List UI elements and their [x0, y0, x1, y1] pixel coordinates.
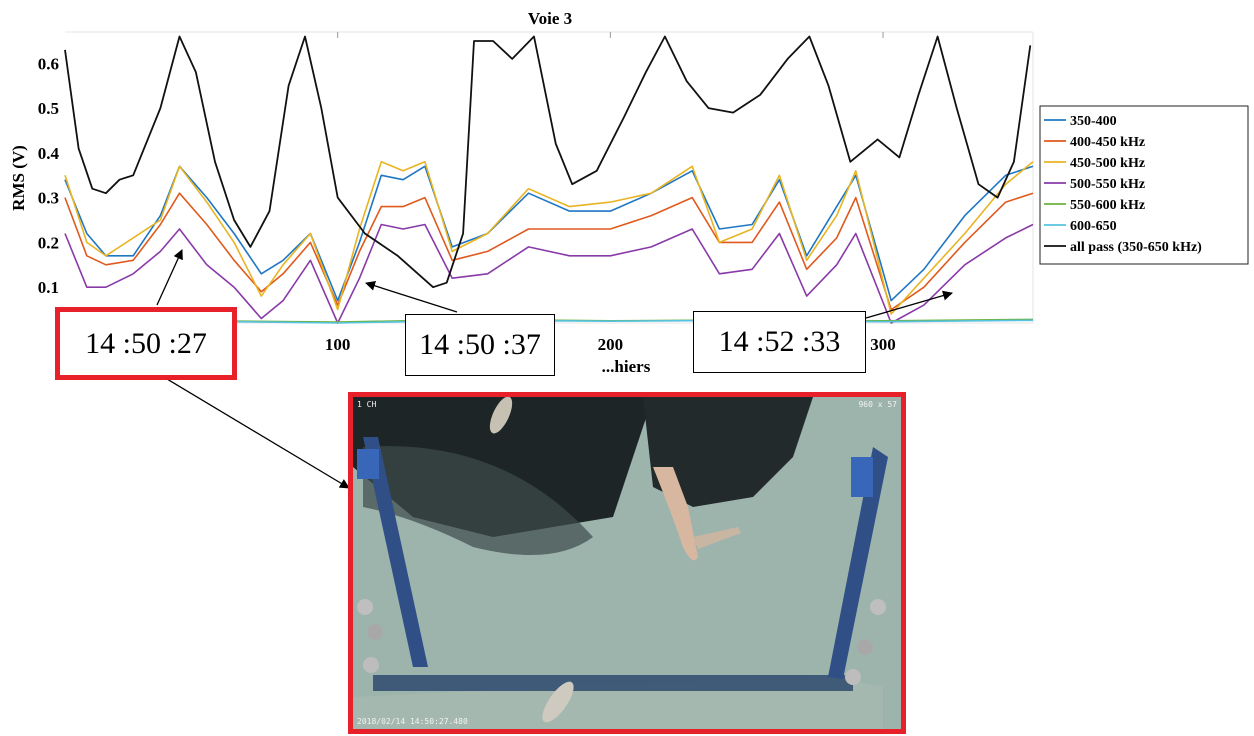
y-tick-label: 0.2 [38, 233, 59, 252]
legend-items: 350-400 400-450 kHz 450-500 kHz 500-550 kHz… [1044, 114, 1202, 255]
arrow-time-3 [865, 290, 953, 319]
legend-label-4: 550-600 kHz [1070, 198, 1145, 213]
video-frame: 1 CH 960 x 57 2018/02/14 14:50:27.480 [348, 392, 906, 734]
y-tick-label: 0.1 [38, 278, 59, 297]
chart-title: Voie 3 [528, 9, 572, 28]
video-channel: 1 CH [357, 400, 377, 409]
video-scene [353, 397, 901, 729]
y-tick-label: 0.6 [38, 54, 59, 73]
video-timestamp: 2018/02/14 14:50:27.480 [357, 717, 468, 726]
legend-label-6: all pass (350-650 kHz) [1070, 240, 1202, 255]
legend [1039, 105, 1249, 265]
series-line-3 [64, 223, 1034, 324]
y-tick-label: 0.5 [38, 99, 59, 118]
y-tick-label: 0.4 [38, 144, 60, 163]
arrow-time-2 [365, 280, 458, 313]
series-line-6 [64, 35, 1032, 289]
y-tick-label: 0.3 [38, 189, 59, 208]
x-axis-ticks: 100 200 300 [325, 32, 896, 354]
video-resolution: 960 x 57 [858, 400, 897, 409]
legend-label-5: 600-650 [1070, 219, 1117, 234]
legend-label-2: 450-500 kHz [1070, 156, 1145, 171]
arrow-time-1 [156, 249, 183, 306]
y-axis-label: RMS (V) [9, 145, 28, 211]
x-tick-label: 100 [325, 335, 351, 354]
legend-label-1: 400-450 kHz [1070, 135, 1145, 150]
legend-label-0: 350-400 [1070, 114, 1117, 129]
time-label-2: 14 :50 :37 [405, 314, 555, 376]
x-axis-label: ...hiers [602, 357, 651, 376]
x-tick-label: 300 [870, 335, 896, 354]
y-axis-ticks: 0.1 0.2 0.3 0.4 0.5 0.6 [38, 54, 60, 297]
series-line-0 [64, 165, 1034, 302]
arrow-to-video [151, 369, 350, 489]
series-line-1 [64, 192, 1034, 311]
plot-area [65, 32, 1033, 323]
x-tick-label: 200 [598, 335, 624, 354]
series-line-2 [64, 161, 1034, 315]
time-label-3: 14 :52 :33 [693, 311, 866, 373]
time-label-highlighted: 14 :50 :27 [55, 307, 237, 380]
legend-label-3: 500-550 kHz [1070, 177, 1145, 192]
